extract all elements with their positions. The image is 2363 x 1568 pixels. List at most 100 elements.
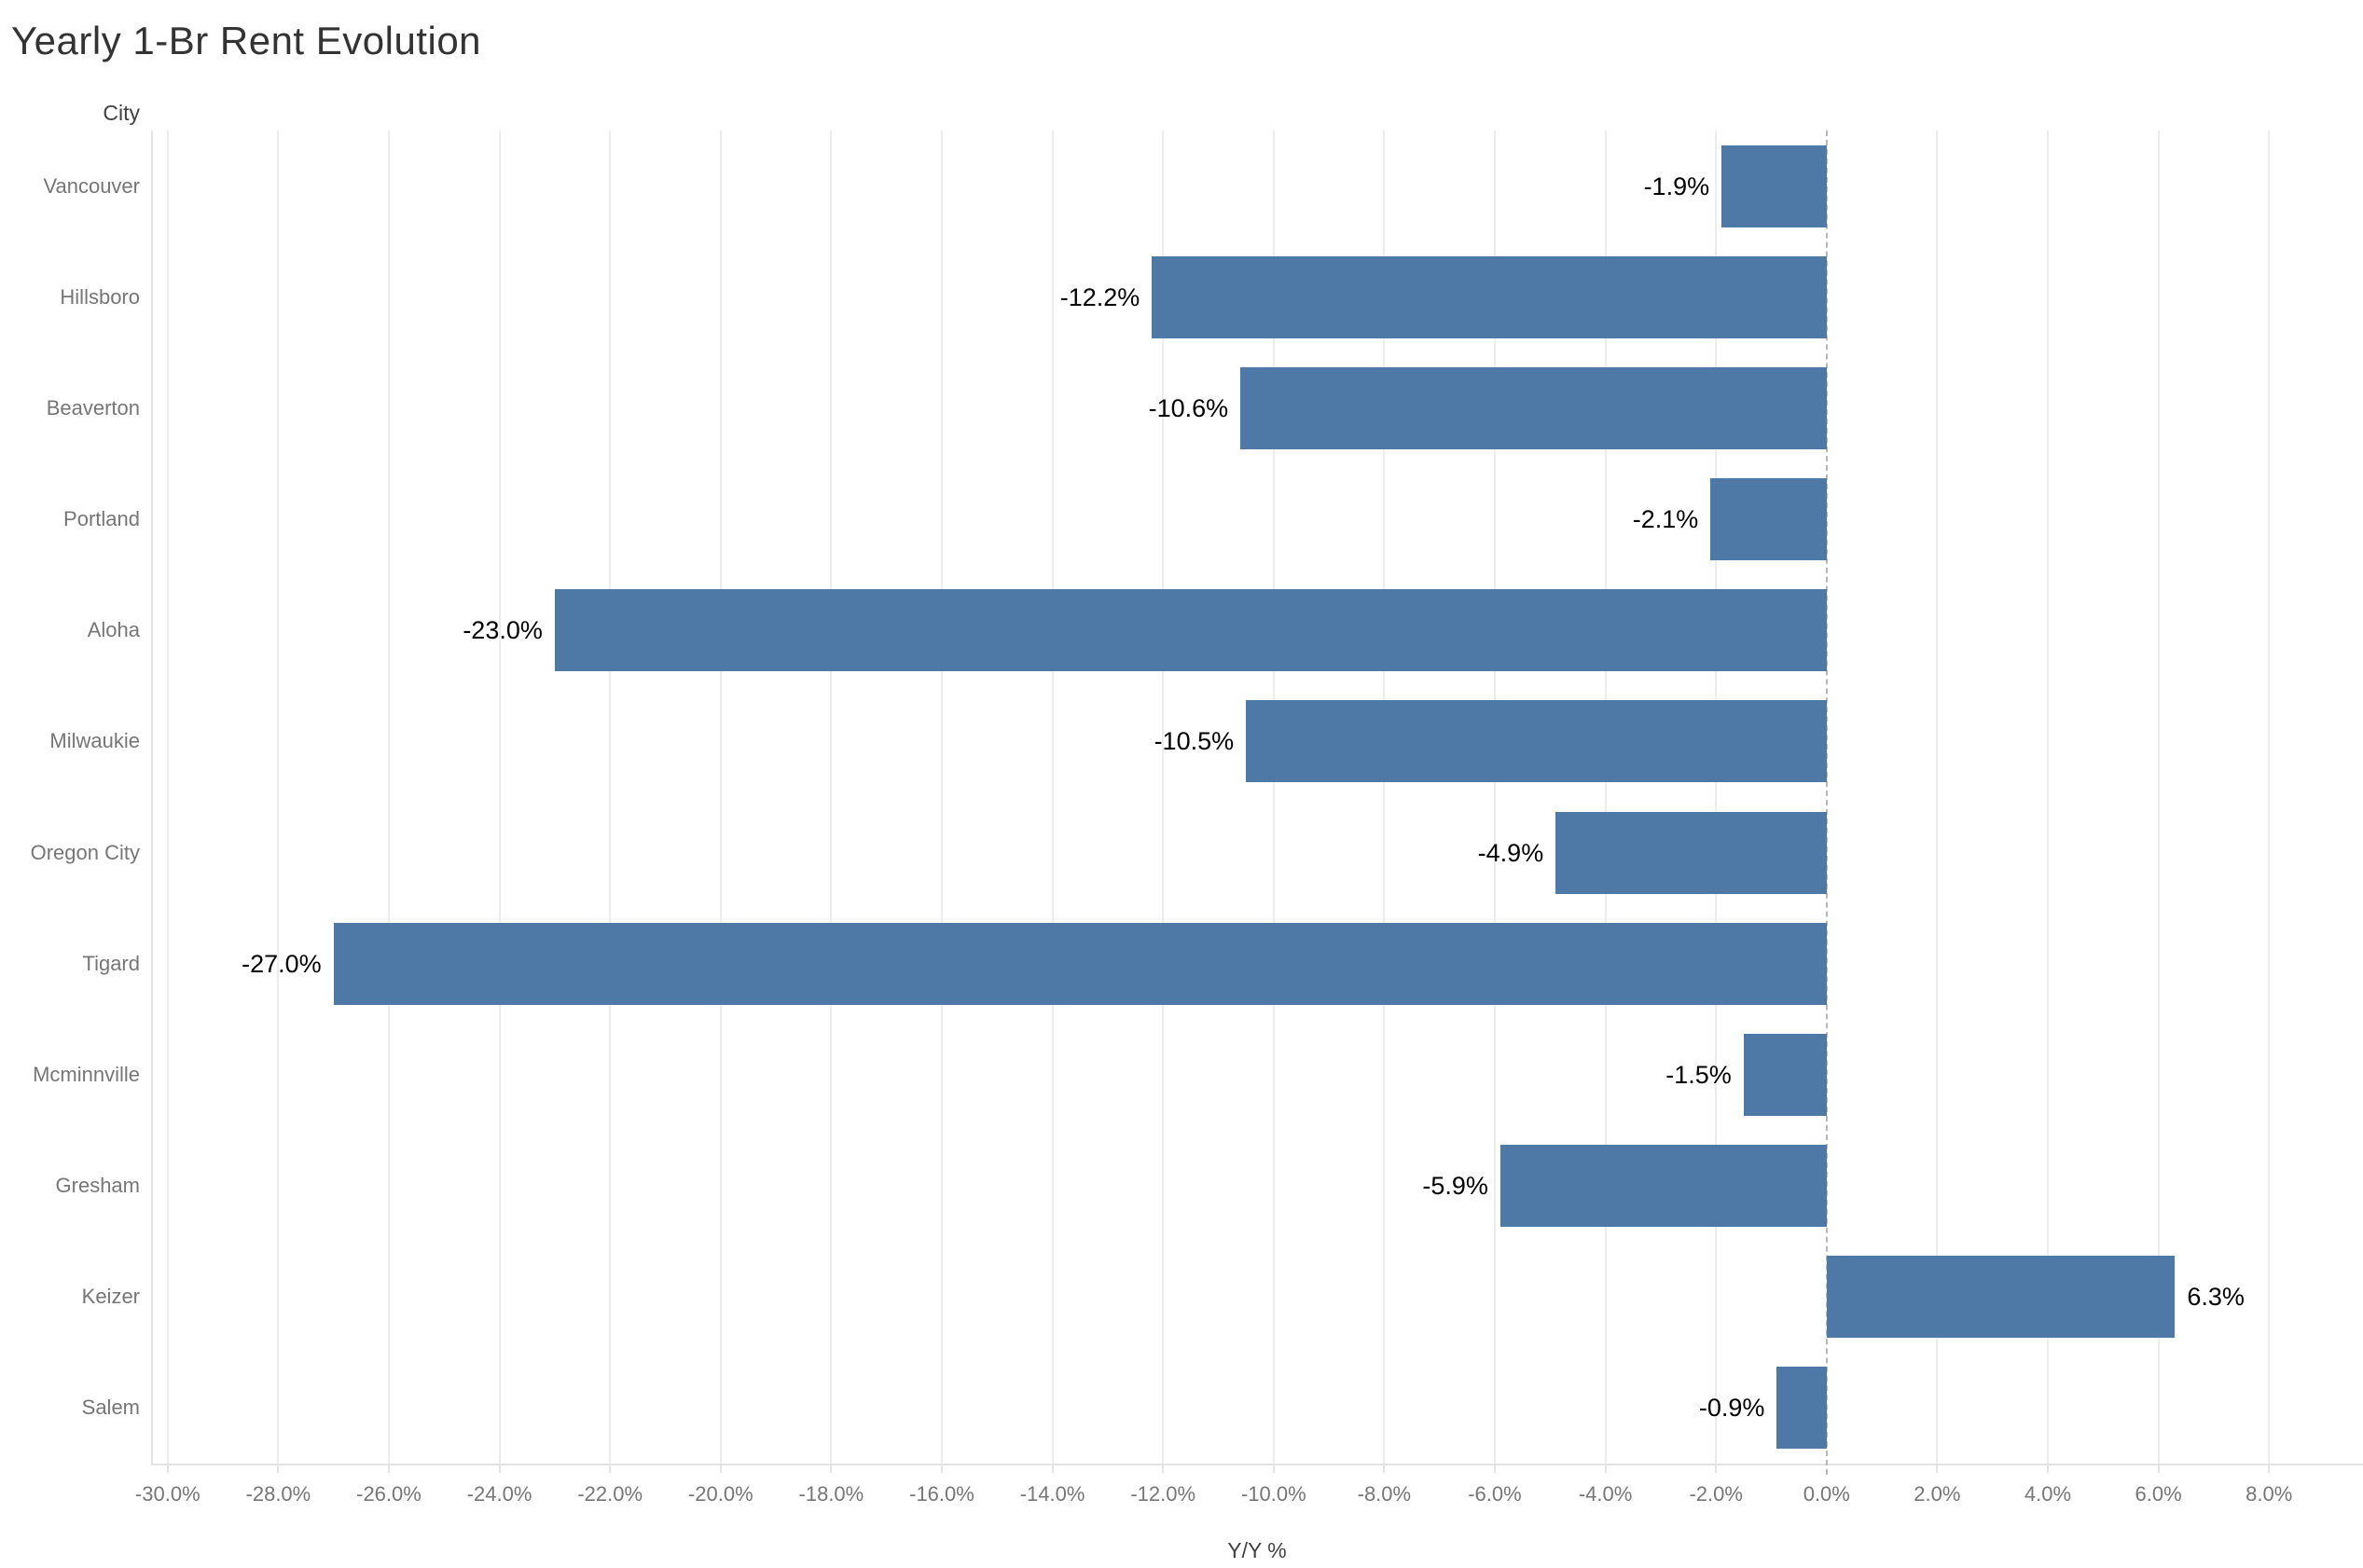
gridline: [1936, 131, 1939, 1464]
x-tick-label: 0.0%: [1803, 1482, 1850, 1506]
x-tick-label: -24.0%: [466, 1482, 532, 1506]
category-label: Hillsboro: [60, 284, 140, 309]
y-axis-title: City: [103, 101, 140, 125]
x-tick-label: -22.0%: [577, 1482, 643, 1506]
x-tick-label: -16.0%: [909, 1482, 974, 1506]
gridline: [719, 131, 722, 1464]
bar[interactable]: [1721, 144, 1827, 227]
axis-tick: [166, 1464, 169, 1473]
x-axis-title: Y/Y %: [1227, 1538, 1287, 1562]
x-tick-label: -4.0%: [1578, 1482, 1633, 1506]
bar-value-label: -10.5%: [1154, 727, 1235, 756]
x-tick-label: -2.0%: [1689, 1482, 1743, 1506]
x-tick-label: 4.0%: [2024, 1482, 2072, 1506]
axis-tick: [2046, 1464, 2049, 1473]
axis-tick: [1715, 1464, 1718, 1473]
category-label: Beaverton: [46, 395, 140, 420]
axis-tick: [277, 1464, 280, 1473]
bar-value-label: -27.0%: [242, 949, 322, 978]
x-tick-label: -28.0%: [245, 1482, 311, 1506]
x-tick-label: 2.0%: [1914, 1482, 1961, 1506]
gridline: [940, 131, 943, 1464]
axis-tick: [1604, 1464, 1607, 1473]
x-tick-label: -30.0%: [134, 1482, 200, 1506]
gridline: [1051, 131, 1054, 1464]
bar-value-label: -10.6%: [1148, 393, 1229, 422]
gridline: [1604, 131, 1607, 1464]
x-axis-line: [151, 1464, 2363, 1465]
axis-tick: [2268, 1464, 2271, 1473]
axis-tick: [719, 1464, 722, 1473]
gridline: [1272, 131, 1275, 1464]
axis-tick: [1162, 1464, 1165, 1473]
gridline: [387, 131, 390, 1464]
gridline: [830, 131, 833, 1464]
chart-title: Yearly 1-Br Rent Evolution: [11, 19, 482, 62]
bar[interactable]: [333, 922, 1827, 1005]
x-tick-label: -8.0%: [1357, 1482, 1412, 1506]
bar-value-label: -5.9%: [1422, 1172, 1488, 1201]
category-label: Vancouver: [43, 173, 140, 198]
x-tick-label: -12.0%: [1130, 1482, 1196, 1506]
bar[interactable]: [1826, 1256, 2176, 1339]
axis-tick: [1493, 1464, 1496, 1473]
x-tick-label: -18.0%: [798, 1482, 864, 1506]
axis-tick: [2157, 1464, 2160, 1473]
x-tick-label: -10.0%: [1240, 1482, 1306, 1506]
bar[interactable]: [1499, 1145, 1827, 1228]
bar-value-label: -1.9%: [1643, 172, 1710, 200]
bar[interactable]: [1710, 478, 1827, 561]
axis-tick: [1272, 1464, 1275, 1473]
gridline: [1383, 131, 1386, 1464]
bar[interactable]: [1555, 811, 1827, 894]
gridline: [609, 131, 612, 1464]
axis-tick: [1051, 1464, 1054, 1473]
x-tick-label: -6.0%: [1468, 1482, 1522, 1506]
bar[interactable]: [1743, 1033, 1827, 1116]
axis-tick: [609, 1464, 612, 1473]
bar[interactable]: [554, 589, 1827, 672]
axis-tick: [830, 1464, 833, 1473]
bar-value-label: -12.2%: [1059, 282, 1140, 311]
axis-tick: [498, 1464, 501, 1473]
category-label: Aloha: [87, 618, 140, 642]
gridline: [166, 131, 169, 1464]
gridline: [2268, 131, 2271, 1464]
axis-tick: [1383, 1464, 1386, 1473]
bar-value-label: -1.5%: [1665, 1060, 1732, 1089]
gridline: [1162, 131, 1165, 1464]
gridline: [2046, 131, 2049, 1464]
category-label: Mcminnville: [33, 1062, 140, 1086]
x-tick-label: -20.0%: [687, 1482, 753, 1506]
category-label: Keizer: [81, 1285, 140, 1309]
category-label: Portland: [63, 507, 140, 531]
axis-tick: [1936, 1464, 1939, 1473]
bar-value-label: 6.3%: [2187, 1283, 2245, 1312]
bar[interactable]: [1246, 700, 1827, 783]
category-label: Oregon City: [30, 840, 140, 864]
x-tick-label: -14.0%: [1019, 1482, 1085, 1506]
bar[interactable]: [1240, 366, 1827, 449]
bar-value-label: -4.9%: [1477, 838, 1544, 867]
y-axis-line: [151, 131, 153, 1464]
x-tick-label: -26.0%: [356, 1482, 421, 1506]
gridline: [1715, 131, 1718, 1464]
gridline: [2157, 131, 2160, 1464]
bar[interactable]: [1152, 255, 1827, 338]
bar-value-label: -2.1%: [1632, 505, 1699, 534]
gridline: [1493, 131, 1496, 1464]
gridline: [498, 131, 501, 1464]
zero-reference-line: [1825, 131, 1828, 1475]
x-tick-label: 8.0%: [2246, 1482, 2293, 1506]
bar-value-label: -23.0%: [463, 616, 543, 645]
gridline: [277, 131, 280, 1464]
category-label: Salem: [81, 1396, 140, 1420]
category-label: Gresham: [55, 1174, 140, 1198]
axis-tick: [387, 1464, 390, 1473]
bar[interactable]: [1776, 1367, 1827, 1450]
x-tick-label: 6.0%: [2135, 1482, 2182, 1506]
axis-tick: [940, 1464, 943, 1473]
category-label: Tigard: [82, 951, 140, 975]
category-label: Milwaukie: [49, 729, 140, 753]
